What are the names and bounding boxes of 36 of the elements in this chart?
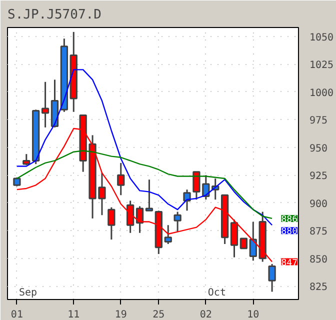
x-tick-label: 19 xyxy=(114,310,127,320)
annotation: Sep xyxy=(18,288,38,298)
candlestick xyxy=(145,178,154,212)
x-tick-label: 02 xyxy=(200,310,212,320)
x-tick-label: 25 xyxy=(152,310,165,320)
y-tick-label: 850 xyxy=(310,254,328,266)
candlestick xyxy=(164,224,172,245)
line-series xyxy=(16,69,273,226)
y-tick-label: 875 xyxy=(310,226,328,238)
data-label: 886 xyxy=(281,214,298,225)
annotation: Oct xyxy=(208,288,226,298)
candlestick xyxy=(117,162,125,196)
y-tick-label: 1025 xyxy=(310,60,334,72)
y-tick-label: 1000 xyxy=(310,88,334,99)
candlestick xyxy=(126,200,134,234)
y-tick-label: 900 xyxy=(310,198,328,210)
y-tick-label: 1050 xyxy=(310,32,334,44)
candlestick xyxy=(136,205,144,234)
x-tick-label: 01 xyxy=(10,310,23,320)
candlestick xyxy=(108,206,116,240)
y-tick-label: 825 xyxy=(310,282,328,294)
chart-title: S.JP.J5707.D xyxy=(8,8,102,22)
x-tick-label: 10 xyxy=(247,310,260,320)
y-tick-label: 975 xyxy=(310,116,328,127)
candlestick xyxy=(249,221,257,262)
candlestick xyxy=(268,263,276,292)
y-tick-label: 925 xyxy=(310,171,328,182)
candlestick xyxy=(230,218,238,258)
candlestick xyxy=(240,238,248,250)
x-tick-label: 11 xyxy=(68,310,80,320)
candlestick xyxy=(174,211,182,233)
candlestick xyxy=(183,188,191,212)
data-label: 847 xyxy=(281,258,298,268)
y-tick-label: 950 xyxy=(310,143,328,154)
candlestick xyxy=(41,81,50,128)
line-series xyxy=(16,150,273,220)
